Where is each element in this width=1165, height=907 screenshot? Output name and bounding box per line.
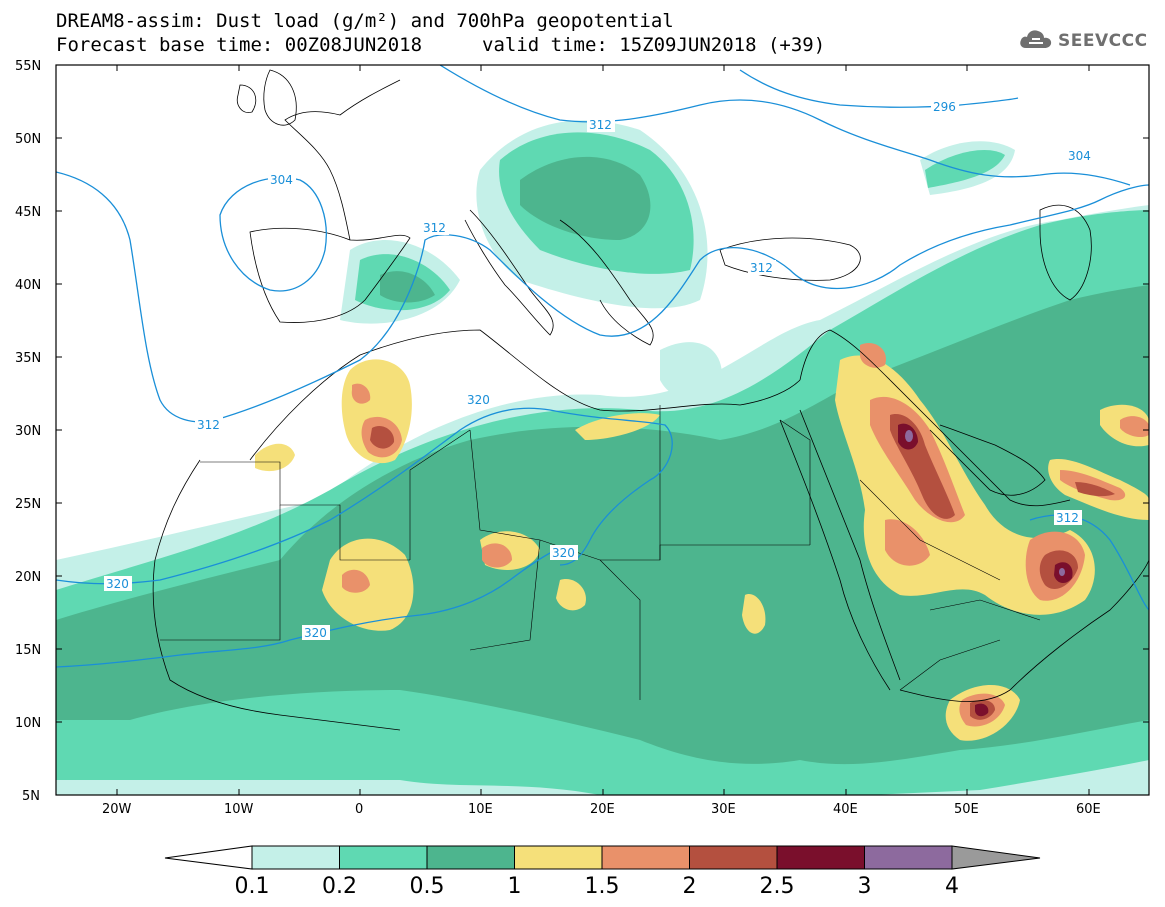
contour-label: 320 (467, 393, 490, 407)
colorbar-cell (601, 845, 690, 870)
colorbar-cell (776, 845, 865, 870)
map-title: DREAM8-assim: Dust load (g/m²) and 700hP… (56, 10, 674, 32)
dust-band-3 (905, 430, 1065, 576)
lat-label: 35N (15, 351, 41, 366)
lat-label: 20N (15, 570, 41, 585)
colorbar-frame (251, 845, 953, 870)
contour-label: 312 (750, 261, 773, 275)
lat-label: 45N (15, 205, 41, 220)
lon-label: 20E (590, 802, 615, 817)
lon-label: 60E (1076, 802, 1101, 817)
contour-label: 320 (304, 626, 327, 640)
colorbar-label: 0.2 (322, 874, 357, 899)
colorbar-over-arrow (951, 845, 1041, 870)
lat-label: 40N (15, 278, 41, 293)
lat-label: 25N (15, 497, 41, 512)
latitude-labels: 55N 50N 45N 40N 35N 30N 25N 20N 15N 10N … (15, 59, 41, 804)
colorbar-label: 1 (508, 874, 522, 899)
lon-label: 10W (224, 802, 254, 817)
colorbar-label: 4 (945, 874, 959, 899)
colorbar-label: 0.1 (235, 874, 270, 899)
lat-label: 5N (22, 789, 40, 804)
contour-label: 312 (423, 221, 446, 235)
cloud-icon (1018, 26, 1054, 56)
coastlines (152, 69, 1149, 731)
colorbar-cell (426, 845, 515, 870)
contour-label: 296 (933, 100, 956, 114)
colorbar: 0.1 0.2 0.5 1 1.5 2 2.5 3 4 (164, 845, 1041, 899)
contour-label: 312 (1056, 511, 1079, 525)
contour-label: 304 (1068, 149, 1091, 163)
longitude-axis (116, 65, 1090, 795)
colorbar-label: 2.5 (760, 874, 795, 899)
colorbar-cell (514, 845, 603, 870)
contour-label: 312 (197, 418, 220, 432)
colorbar-cell (339, 845, 428, 870)
lat-label: 50N (15, 132, 41, 147)
lon-label: 40E (833, 802, 858, 817)
contour-labels: 296 304 304 312 312 312 312 312 320 320 … (104, 99, 1094, 640)
colorbar-under-arrow (164, 845, 253, 870)
lon-label: 50E (954, 802, 979, 817)
contour-label: 312 (589, 118, 612, 132)
contour-label: 320 (552, 546, 575, 560)
lon-label: 20W (102, 802, 132, 817)
lon-label: 0 (355, 802, 363, 817)
latitude-axis (56, 64, 1149, 723)
lat-label: 15N (15, 643, 41, 658)
colorbar-label: 0.5 (410, 874, 445, 899)
colorbar-cell (689, 845, 778, 870)
colorbar-cell (251, 845, 340, 870)
contour-label: 320 (106, 577, 129, 591)
colorbar-label: 3 (858, 874, 872, 899)
logo-text: SEEVCCC (1058, 31, 1148, 51)
lon-label: 10E (468, 802, 493, 817)
colorbar-cell (864, 845, 953, 870)
lat-label: 10N (15, 716, 41, 731)
seevccc-logo: SEEVCCC (1018, 26, 1148, 56)
longitude-labels: 20W 10W 0 10E 20E 30E 40E 50E 60E (102, 802, 1101, 817)
valid-time: valid time: 15Z09JUN2018 (+39) (482, 34, 826, 56)
lon-label: 30E (711, 802, 736, 817)
lat-label: 30N (15, 424, 41, 439)
colorbar-label: 1.5 (585, 874, 620, 899)
colorbar-label: 2 (683, 874, 697, 899)
contour-label: 304 (270, 173, 293, 187)
lat-label: 55N (15, 59, 41, 74)
forecast-base-time: Forecast base time: 00Z08JUN2018 (56, 34, 423, 56)
country-borders (160, 405, 1041, 700)
